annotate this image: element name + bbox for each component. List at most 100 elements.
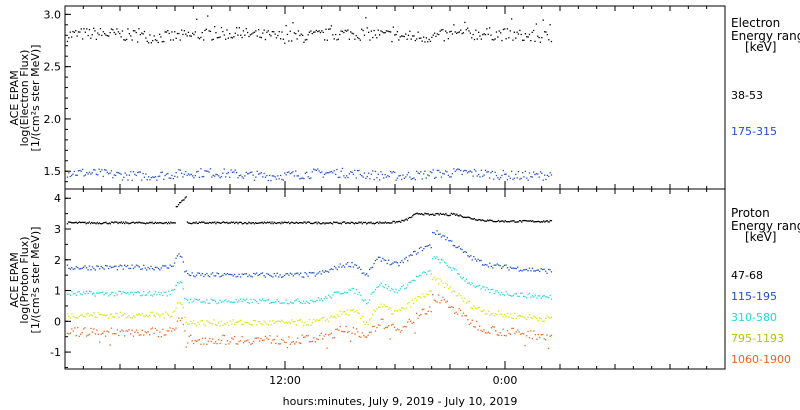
data-point [113, 31, 115, 34]
data-point [494, 171, 496, 173]
data-point [313, 272, 315, 274]
data-point [112, 266, 114, 268]
data-point [546, 315, 548, 317]
data-point [511, 295, 513, 297]
data-point [159, 331, 161, 333]
data-point [399, 331, 402, 333]
data-point [150, 294, 152, 296]
data-point [214, 221, 216, 223]
data-point [512, 178, 514, 181]
data-point [118, 221, 120, 224]
data-point [506, 28, 509, 30]
data-point [339, 325, 341, 328]
data-point [391, 287, 393, 290]
data-point [215, 300, 217, 303]
data-point [279, 302, 281, 304]
data-point [499, 313, 501, 315]
data-point [226, 272, 228, 275]
data-point [409, 176, 411, 178]
data-point [116, 329, 118, 331]
data-point [107, 295, 110, 297]
data-point [99, 341, 101, 343]
data-point [275, 222, 278, 225]
data-point [325, 222, 327, 224]
data-point [105, 292, 107, 294]
data-point [66, 293, 69, 295]
data-point [245, 222, 247, 224]
data-point [188, 222, 191, 224]
data-point [225, 323, 227, 325]
data-point [250, 343, 252, 345]
data-point [393, 326, 396, 328]
data-point [537, 333, 539, 336]
data-point [360, 336, 362, 338]
data-point [310, 341, 312, 343]
data-point [127, 179, 129, 181]
data-point [317, 30, 319, 33]
data-point [411, 299, 413, 301]
data-point [128, 174, 130, 176]
data-point [503, 264, 506, 266]
data-point [212, 174, 214, 176]
data-point [83, 328, 85, 330]
data-point [389, 289, 391, 292]
data-point [194, 222, 196, 224]
data-point [174, 222, 176, 224]
data-point [421, 40, 423, 42]
data-point [244, 273, 246, 275]
data-point [159, 33, 161, 35]
data-point [297, 175, 300, 177]
data-point [216, 272, 218, 274]
data-point [275, 301, 277, 303]
data-point [320, 223, 323, 225]
data-point [274, 33, 276, 35]
data-point [319, 299, 321, 301]
data-point [543, 220, 545, 222]
data-point [169, 293, 171, 296]
data-point [426, 313, 428, 315]
data-point [273, 338, 275, 341]
data-point [413, 213, 415, 216]
data-point [289, 301, 292, 303]
data-point [245, 28, 247, 30]
data-point [500, 32, 502, 34]
data-point [482, 175, 484, 177]
data-point [394, 34, 396, 36]
data-point [237, 177, 239, 179]
data-point [431, 36, 433, 38]
data-point [314, 169, 316, 171]
data-point [403, 177, 405, 179]
data-point [348, 265, 350, 267]
data-point [512, 220, 514, 222]
data-point [455, 269, 457, 271]
data-point [371, 222, 373, 225]
data-point [266, 323, 268, 325]
data-point [343, 31, 345, 34]
data-point [165, 265, 167, 267]
data-point [542, 333, 544, 336]
data-point [137, 171, 139, 174]
data-point [505, 264, 507, 266]
data-point [484, 169, 487, 171]
data-point [518, 314, 520, 317]
data-point [508, 294, 510, 296]
data-point [259, 320, 261, 323]
data-point [178, 317, 180, 319]
data-point [157, 175, 159, 178]
data-point [80, 170, 82, 172]
data-point [411, 322, 413, 324]
data-point [289, 322, 292, 324]
data-point [138, 266, 140, 268]
data-point [250, 323, 252, 326]
data-point [418, 213, 421, 215]
data-point [184, 197, 186, 199]
data-point [367, 222, 369, 224]
data-point [130, 222, 132, 224]
data-point [530, 296, 532, 298]
data-point [241, 336, 243, 338]
data-point [165, 173, 168, 175]
data-point [279, 274, 281, 276]
data-point [134, 291, 136, 293]
data-point [333, 336, 336, 339]
data-point [85, 223, 87, 225]
